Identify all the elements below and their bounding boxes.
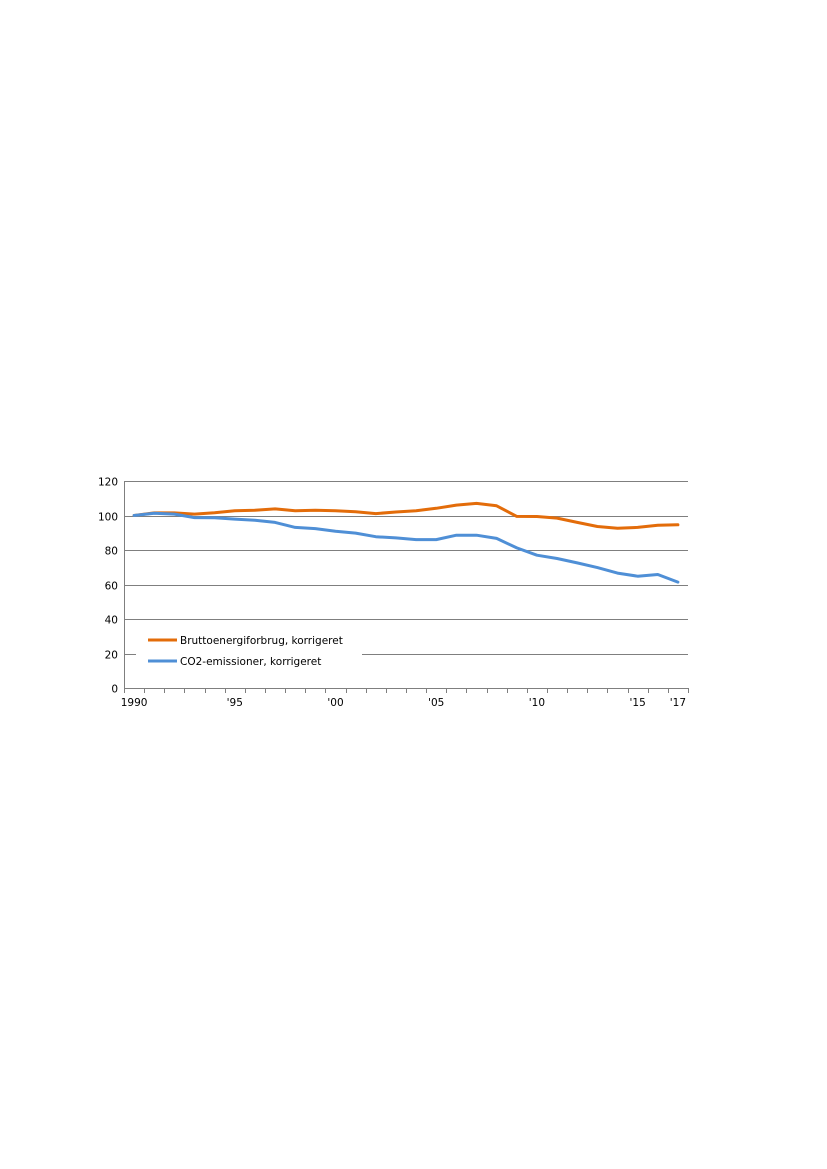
- y-tick-label: 100: [98, 512, 118, 524]
- legend-entry-label: Bruttoenergiforbrug, korrigeret: [180, 635, 343, 647]
- y-tick-label: 0: [111, 684, 118, 696]
- series-line-2: [132, 511, 680, 584]
- series-line-1: [132, 501, 680, 530]
- legend-background: [136, 630, 362, 670]
- y-tick-label: 80: [105, 546, 118, 558]
- y-tick-label: 20: [105, 650, 118, 662]
- legend: Bruttoenergiforbrug, korrigeret CO2-emiss…: [136, 630, 362, 670]
- legend-entry-label: CO2-emissioner, korrigeret: [180, 656, 321, 668]
- x-tick-label: 1990: [121, 697, 148, 709]
- y-tick-labels: 0 20 40 60 80 100 120: [98, 477, 118, 696]
- axes: [124, 481, 689, 693]
- x-tick-label: '15: [630, 697, 646, 709]
- y-tick-label: 40: [105, 615, 118, 627]
- x-tick-label: '95: [227, 697, 243, 709]
- x-tick-label: '00: [327, 697, 343, 709]
- x-tick-label: '10: [529, 697, 545, 709]
- x-tick-label: '17: [670, 697, 686, 709]
- y-tick-label: 120: [98, 477, 118, 489]
- x-tick-labels: 1990 '95 '00 '05 '10 '15 '17: [121, 697, 686, 709]
- y-tick-label: 60: [105, 581, 118, 593]
- x-tick-label: '05: [428, 697, 444, 709]
- series-lines: [132, 501, 680, 584]
